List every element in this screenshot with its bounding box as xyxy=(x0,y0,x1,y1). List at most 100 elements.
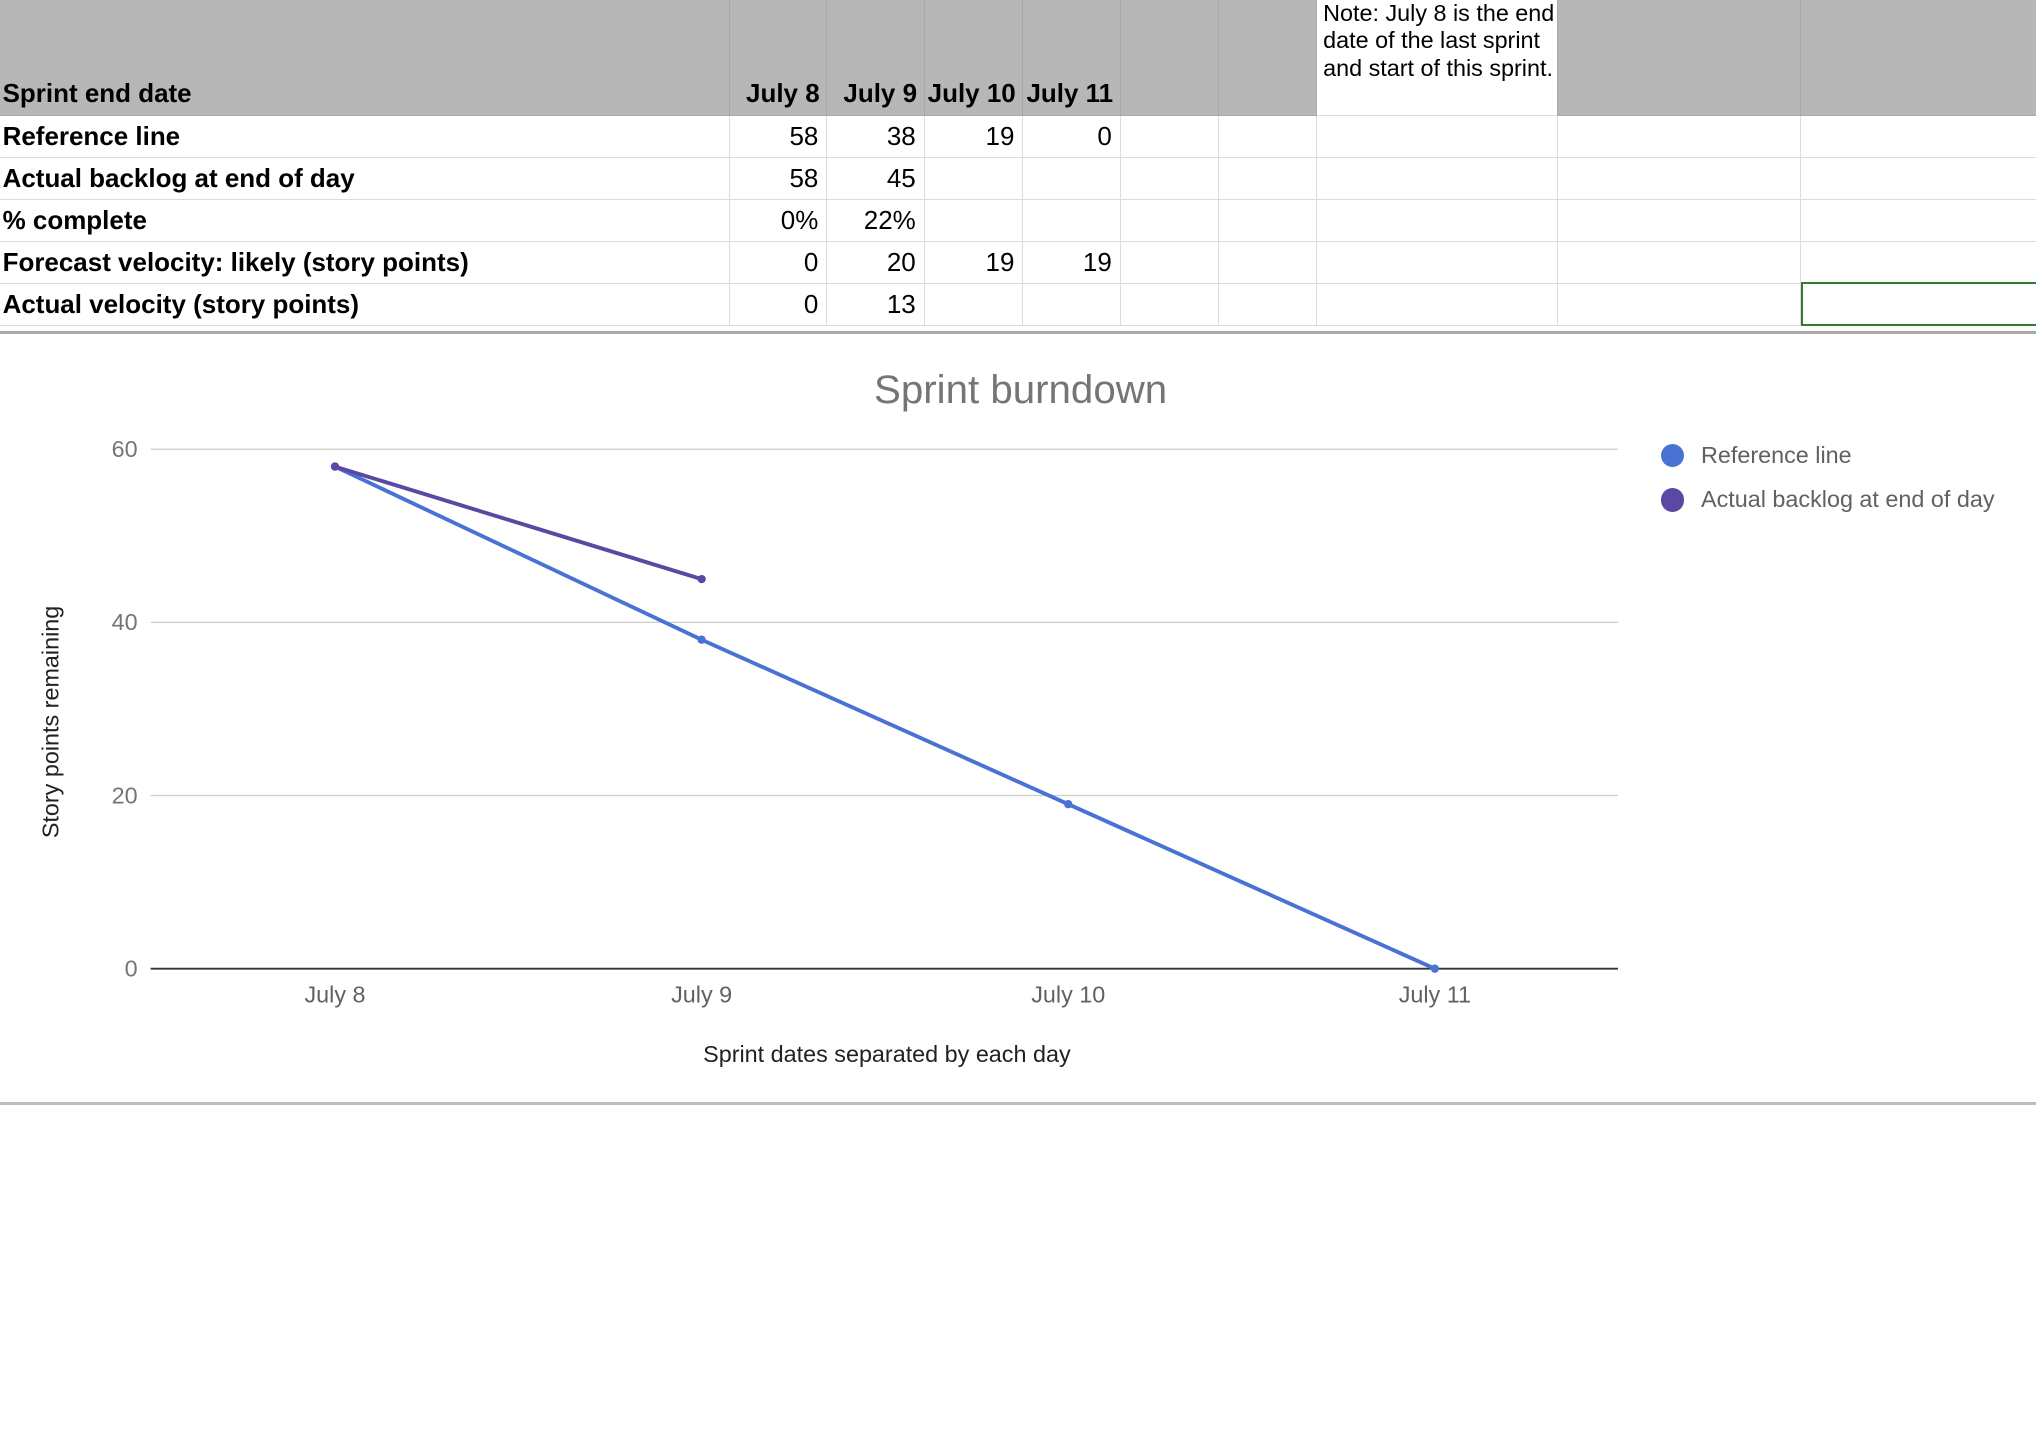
row-label-cell[interactable]: % complete xyxy=(0,199,730,242)
value-text: 0 xyxy=(803,288,819,319)
header-cell-date[interactable]: July 8 xyxy=(729,0,828,116)
value-cell[interactable]: 38 xyxy=(827,115,925,158)
value-text: 58 xyxy=(789,120,819,151)
value-cell[interactable]: 20 xyxy=(827,241,925,284)
row-label-text: % complete xyxy=(2,204,147,235)
header-date-text: July 10 xyxy=(927,78,1016,109)
series-line xyxy=(334,464,1436,971)
value-cell[interactable] xyxy=(1023,199,1121,242)
selected-cell[interactable] xyxy=(1801,281,2036,326)
empty-cell[interactable] xyxy=(1801,242,2036,284)
header-date-text: July 8 xyxy=(746,78,820,109)
value-cell[interactable]: 22% xyxy=(827,199,925,242)
header-cell-empty[interactable] xyxy=(1558,0,1801,116)
value-cell[interactable] xyxy=(1023,283,1121,326)
row-label-cell[interactable]: Forecast velocity: likely (story points) xyxy=(0,241,730,284)
value-text: 19 xyxy=(985,246,1015,277)
value-text: 20 xyxy=(886,246,916,277)
value-cell[interactable]: 58 xyxy=(729,157,828,200)
empty-cell[interactable] xyxy=(1120,241,1220,284)
y-tick-label: 40 xyxy=(112,609,138,635)
empty-cell[interactable] xyxy=(1558,115,1801,158)
chart-legend: Reference line Actual backlog at end of … xyxy=(1660,434,1995,522)
value-text: 0 xyxy=(1097,120,1112,151)
value-cell[interactable]: 45 xyxy=(827,157,925,200)
header-cell-empty[interactable] xyxy=(1120,0,1220,116)
empty-cell[interactable] xyxy=(1316,115,1559,158)
empty-cell[interactable] xyxy=(1316,199,1559,242)
header-cell-label[interactable]: Sprint end date xyxy=(0,0,730,116)
empty-cell[interactable] xyxy=(1120,115,1220,158)
empty-cell[interactable] xyxy=(1120,283,1220,326)
x-tick-label: July 11 xyxy=(1399,981,1471,1007)
y-axis-title: Story points remaining xyxy=(37,606,63,838)
empty-cell[interactable] xyxy=(1219,283,1317,326)
value-text: 45 xyxy=(886,162,916,193)
y-tick-label: 60 xyxy=(112,436,138,462)
empty-cell[interactable] xyxy=(1316,283,1559,326)
empty-cell[interactable] xyxy=(1219,115,1317,158)
empty-cell[interactable] xyxy=(1558,199,1801,242)
empty-cell[interactable] xyxy=(1558,241,1801,284)
header-cell-date[interactable]: July 11 xyxy=(1023,0,1121,116)
header-cell-empty[interactable] xyxy=(1801,0,2036,116)
value-text: 0 xyxy=(803,246,819,277)
value-cell[interactable]: 58 xyxy=(729,115,828,158)
empty-cell[interactable] xyxy=(1120,157,1220,200)
data-point xyxy=(330,462,340,471)
value-cell[interactable] xyxy=(1023,157,1121,200)
value-text: 0% xyxy=(780,204,819,235)
note-text: Note: July 8 is the end date of the last… xyxy=(1323,0,1555,81)
header-cell-empty[interactable] xyxy=(1219,0,1317,116)
row-label-cell[interactable]: Reference line xyxy=(0,115,730,158)
value-cell[interactable] xyxy=(924,157,1024,200)
value-cell[interactable] xyxy=(924,199,1024,242)
value-text: 22% xyxy=(863,204,916,235)
value-cell[interactable]: 19 xyxy=(1023,241,1121,284)
header-cell-date[interactable]: July 10 xyxy=(924,0,1024,116)
value-cell[interactable]: 0 xyxy=(1023,115,1121,158)
empty-cell[interactable] xyxy=(1219,199,1317,242)
empty-cell[interactable] xyxy=(1558,157,1801,200)
data-point xyxy=(1064,800,1073,809)
data-point xyxy=(697,574,706,584)
empty-cell[interactable] xyxy=(1801,158,2036,200)
row-label-cell[interactable]: Actual velocity (story points) xyxy=(0,283,730,326)
value-cell[interactable]: 19 xyxy=(924,241,1024,284)
grid-bottom-border xyxy=(0,331,2036,334)
empty-cell[interactable] xyxy=(1316,157,1559,200)
note-cell[interactable]: Note: July 8 is the end date of the last… xyxy=(1316,0,1559,116)
empty-cell[interactable] xyxy=(1120,199,1220,242)
empty-cell[interactable] xyxy=(1558,283,1801,326)
series-line xyxy=(334,464,703,581)
header-cell-date[interactable]: July 9 xyxy=(827,0,925,116)
empty-cell[interactable] xyxy=(1219,157,1317,200)
legend-item[interactable]: Actual backlog at end of day xyxy=(1660,478,1995,522)
header-date-text: July 11 xyxy=(1026,78,1114,109)
x-tick-label: July 8 xyxy=(304,981,365,1007)
x-tick-label: July 10 xyxy=(1031,981,1105,1007)
value-cell[interactable]: 0 xyxy=(729,283,828,326)
value-cell[interactable]: 19 xyxy=(924,115,1024,158)
value-text: 19 xyxy=(1082,246,1112,277)
burndown-chart[interactable]: Sprint burndown 0 20 40 60 July 8 July 9 July … xyxy=(0,335,2036,1107)
row-label-text: Actual velocity (story points) xyxy=(2,288,360,319)
sheet-grid: Sprint end date July 8 July 9 July 10 Ju… xyxy=(0,0,2036,334)
value-text: 19 xyxy=(985,120,1015,151)
row-label-text: Actual backlog at end of day xyxy=(2,162,355,193)
value-cell[interactable]: 0% xyxy=(729,199,828,242)
empty-cell[interactable] xyxy=(1801,200,2036,242)
row-label-text: Reference line xyxy=(2,120,181,151)
value-cell[interactable] xyxy=(924,283,1024,326)
empty-cell[interactable] xyxy=(1316,241,1559,284)
chart-bottom-border xyxy=(0,1102,2036,1106)
value-text: 58 xyxy=(789,162,819,193)
x-axis-title: Sprint dates separated by each day xyxy=(703,1041,1071,1067)
legend-item[interactable]: Reference line xyxy=(1660,434,1995,478)
empty-cell[interactable] xyxy=(1219,241,1317,284)
value-cell[interactable]: 13 xyxy=(827,283,925,326)
empty-cell[interactable] xyxy=(1801,116,2036,158)
value-cell[interactable]: 0 xyxy=(729,241,828,284)
chart-plot: 0 20 40 60 July 8 July 9 July 10 July 11 Sprint … xyxy=(37,436,1618,1067)
row-label-cell[interactable]: Actual backlog at end of day xyxy=(0,157,730,200)
